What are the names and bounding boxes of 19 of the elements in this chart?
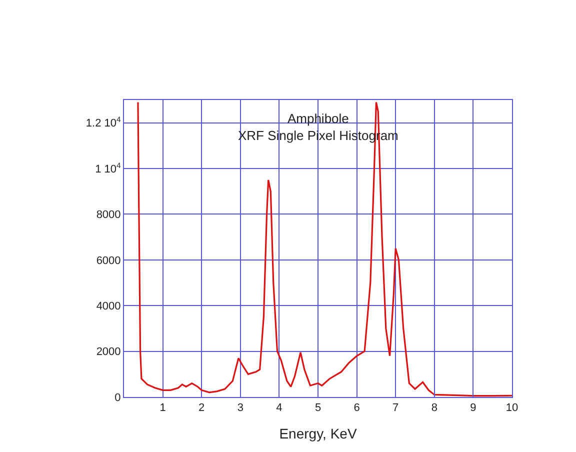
x-tick-label: 1 — [160, 402, 166, 414]
y-tick-label: 2000 — [96, 346, 121, 358]
x-axis-title: Energy, KeV — [279, 426, 358, 442]
y-tick-label: 1.2 10$^{4}$ — [86, 115, 122, 130]
x-tick-label: 5 — [314, 402, 322, 414]
x-tick-label: 7 — [392, 402, 399, 414]
x-tick-label: 4 — [276, 402, 282, 414]
x-tick-label: 8 — [431, 402, 438, 414]
y-tick-label: 1 10$^{4}$ — [95, 160, 122, 176]
x-tick-label: 3 — [237, 402, 244, 414]
x-tick-label: 9 — [470, 402, 476, 414]
y-tick-label: 0 — [114, 392, 121, 404]
y-tick-label: 8000 — [96, 209, 121, 222]
y-tick-label: 6000 — [96, 254, 121, 267]
x-tick-label: 2 — [198, 402, 205, 414]
x-tick-label: 6 — [354, 402, 360, 414]
y-tick-label: 4000 — [96, 300, 121, 312]
x-tick-label: 10 — [506, 402, 518, 414]
line-series — [137, 101, 512, 397]
